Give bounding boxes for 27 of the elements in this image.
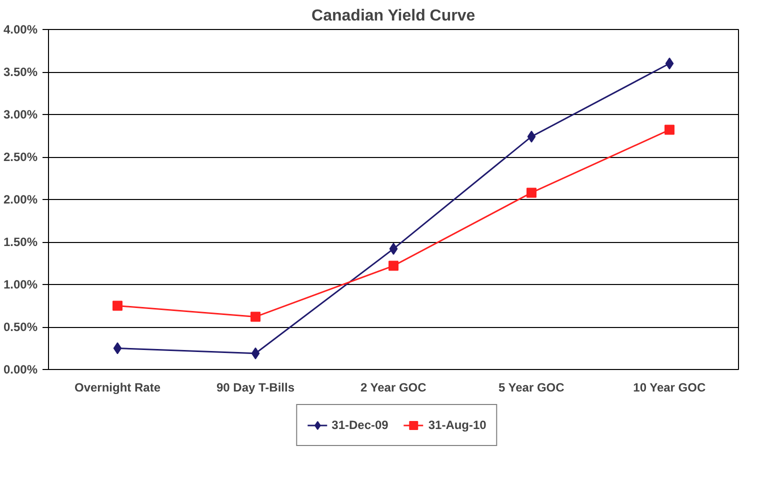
y-tick-label: 3.00% xyxy=(3,108,38,122)
x-tick-label: 90 Day T-Bills xyxy=(216,380,295,394)
point xyxy=(113,342,122,354)
chart-title: Canadian Yield Curve xyxy=(312,8,476,24)
y-tick-label: 0.50% xyxy=(3,320,38,334)
point xyxy=(526,188,536,198)
legend-label: 31-Aug-10 xyxy=(428,418,486,432)
x-tick-label: 2 Year GOC xyxy=(360,380,427,394)
x-tick-label: 5 Year GOC xyxy=(498,380,565,394)
point xyxy=(527,130,536,143)
y-tick-label: 0.00% xyxy=(3,362,38,376)
point xyxy=(112,300,122,311)
y-tick-label: 4.00% xyxy=(3,22,38,36)
y-tick-label: 1.00% xyxy=(3,278,38,292)
point xyxy=(389,242,398,255)
x-tick-label: Overnight Rate xyxy=(74,380,161,394)
y-tick-label: 2.00% xyxy=(3,192,38,206)
y-tick-label: 3.50% xyxy=(3,65,38,79)
x-tick-label: 10 Year GOC xyxy=(633,380,706,394)
point xyxy=(664,124,674,135)
point xyxy=(665,58,674,70)
y-tick-label: 2.50% xyxy=(3,150,38,164)
y-tick-label: 1.50% xyxy=(3,235,38,249)
point xyxy=(388,260,398,271)
point xyxy=(250,312,260,322)
legend-label: 31-Dec-09 xyxy=(332,418,388,432)
point xyxy=(251,347,260,360)
